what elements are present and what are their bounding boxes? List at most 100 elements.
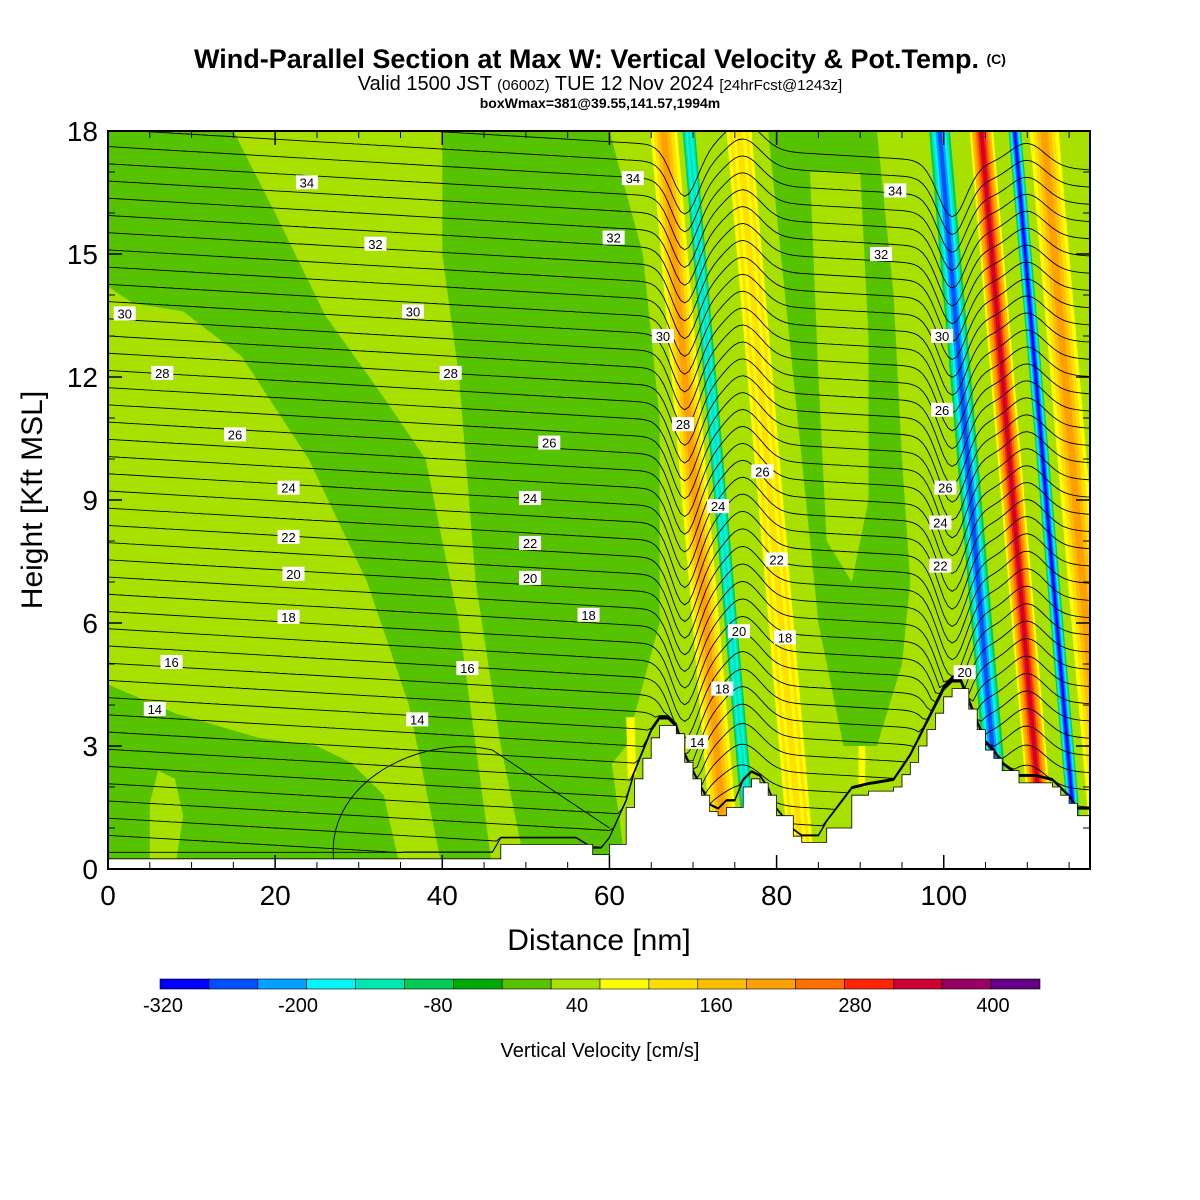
- colorbar-swatch: [208, 978, 259, 990]
- theta-label-box: [456, 661, 479, 676]
- theta-label-34: 16: [160, 654, 183, 670]
- isentrope-33: [108, 283, 1090, 396]
- theta-label-text: 34: [626, 171, 640, 186]
- theta-label-23: 22: [519, 536, 542, 551]
- chart-titles: Wind-Parallel Section at Max W: Vertical…: [0, 44, 1200, 110]
- y-tick-label: 15: [67, 239, 98, 270]
- theta-label-text: 18: [281, 610, 295, 625]
- y-tick-label: 3: [82, 731, 98, 762]
- theta-label-box: [295, 175, 318, 190]
- colorbar-label: Vertical Velocity [cm/s]: [501, 1040, 700, 1062]
- theta-label-35: 16: [456, 661, 479, 676]
- theta-label-30: 18: [277, 609, 300, 625]
- isentrope-38: [108, 197, 1090, 307]
- colorbar-swatch: [306, 978, 356, 990]
- theta-label-18: 24: [277, 480, 300, 496]
- theta-label-17: 26: [934, 480, 957, 496]
- theta-label-22: 22: [277, 529, 300, 545]
- y-tick-label: 0: [82, 854, 98, 885]
- theta-label-box: [282, 566, 305, 581]
- isentrope-28: [108, 369, 1090, 485]
- isentrope-16: [108, 576, 1090, 683]
- theta-label-box: [577, 607, 600, 622]
- theta-label-text: 26: [542, 436, 556, 451]
- theta-label-text: 16: [460, 661, 474, 676]
- theta-label-33: 18: [711, 681, 734, 697]
- theta-label-3: 32: [364, 236, 387, 252]
- updraft-band-3-level-1: [1033, 131, 1090, 797]
- colorbar-tick-label: -80: [424, 995, 453, 1017]
- updraft-band-3-level-2: [1036, 131, 1090, 754]
- colorbar-swatch: [941, 978, 992, 990]
- theta-label-box: [953, 665, 976, 680]
- colorbar-swatch: [257, 978, 307, 990]
- isentrope-36: [108, 232, 1090, 343]
- colorbar-swatch: [697, 978, 747, 990]
- colorbar-swatch: [599, 978, 650, 990]
- isentrope-40: [108, 163, 1090, 271]
- theta-label-text: 24: [933, 516, 947, 531]
- x-tick-label: 100: [920, 880, 967, 911]
- axes: 0 20 40 60 80 100 0 3 6 9 12 15 18: [67, 116, 1090, 911]
- theta-label-text: 14: [148, 702, 162, 717]
- theta-label-box: [686, 734, 709, 749]
- theta-label-16: 26: [931, 402, 954, 418]
- theta-label-text: 18: [778, 630, 792, 645]
- theta-label-text: 32: [606, 231, 620, 246]
- theta-label-box: [773, 630, 796, 645]
- x-tick-label: 60: [594, 880, 625, 911]
- theta-label-text: 28: [676, 417, 690, 432]
- x-tick-label: 0: [100, 880, 116, 911]
- updraft-band-3-level-3: [1040, 131, 1090, 711]
- theta-label-box: [519, 536, 542, 551]
- theta-label-27: 20: [519, 570, 542, 586]
- theta-label-20: 24: [707, 499, 730, 514]
- theta-label-9: 30: [931, 329, 954, 344]
- isentrope-18: [108, 542, 1090, 661]
- theta-label-1: 34: [621, 171, 644, 186]
- x-tick-label: 40: [427, 880, 458, 911]
- theta-label-text: 16: [164, 655, 178, 670]
- theta-label-text: 26: [938, 481, 952, 496]
- theta-label-text: 32: [368, 237, 382, 252]
- theta-label-text: 34: [300, 175, 314, 190]
- theta-label-text: 26: [935, 403, 949, 418]
- isentrope-10: [108, 678, 1090, 762]
- theta-label-24: 22: [765, 552, 788, 567]
- theta-label-text: 20: [286, 567, 300, 582]
- y-tick-label: 12: [67, 362, 98, 393]
- theta-label-text: 14: [690, 735, 704, 750]
- theta-label-box: [160, 654, 183, 669]
- theta-label-29: 20: [953, 665, 976, 680]
- theta-label-box: [929, 515, 952, 530]
- isentrope-low-closed: [332, 746, 610, 861]
- theta-label-13: 26: [224, 427, 247, 442]
- isentrope-32: [108, 301, 1090, 414]
- x-tick-label: 80: [761, 880, 792, 911]
- theta-label-31: 18: [577, 607, 600, 623]
- theta-label-text: 24: [711, 499, 725, 514]
- theta-label-11: 28: [439, 365, 462, 381]
- theta-label-box: [519, 490, 542, 505]
- theta-label-box: [277, 529, 300, 544]
- theta-label-text: 26: [755, 464, 769, 479]
- theta-label-box: [151, 365, 174, 380]
- contour-labels: 34 34 34 32 32 32 30 30 30 30 28 28 28 26 26 26 26 26 24 24…: [113, 171, 976, 750]
- theta-label-text: 20: [957, 665, 971, 680]
- colorbar-swatch: [355, 978, 405, 990]
- theta-label-28: 20: [727, 624, 750, 639]
- isentrope-15: [108, 593, 1090, 691]
- theta-label-37: 14: [406, 712, 429, 727]
- y-tick-label: 9: [82, 485, 98, 516]
- theta-label-text: 22: [523, 536, 537, 551]
- isentrope-42: [128, 131, 1090, 236]
- theta-label-box: [402, 304, 425, 319]
- theta-label-36: 14: [143, 702, 166, 717]
- colorbar-swatch: [159, 978, 210, 990]
- theta-label-box: [406, 712, 429, 727]
- colorbar-swatch: [844, 978, 894, 990]
- theta-label-text: 30: [117, 306, 131, 321]
- theta-label-box: [277, 480, 300, 495]
- isentrope-26: [108, 404, 1090, 521]
